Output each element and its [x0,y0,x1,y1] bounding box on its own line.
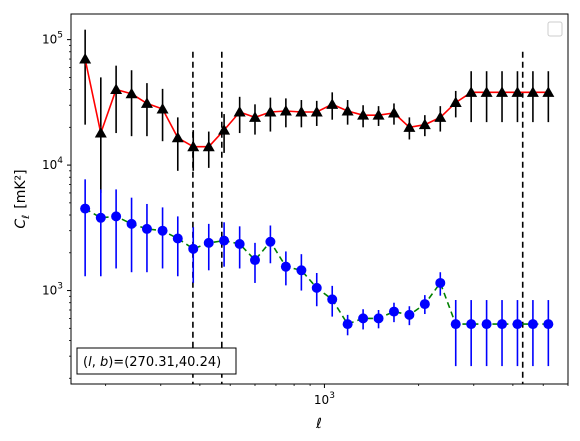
y-tick-label: 104 [42,156,63,172]
data-point [357,109,370,120]
data-point [218,124,231,135]
data-point [156,102,169,114]
y-axis-label: Cℓ[mK²] [13,169,32,228]
series-0 [79,29,555,193]
data-point [171,131,184,143]
data-point [94,127,107,138]
data-point [543,319,554,330]
data-point [327,294,338,305]
data-point [125,87,138,99]
data-point [419,299,430,310]
data-point [248,111,261,122]
data-point [341,104,354,116]
data-point [219,235,230,246]
data-point [466,319,477,330]
data-point [434,111,447,122]
data-point [296,265,307,276]
axis-ticks: 103 104 105 103 [42,31,569,407]
data-point [233,105,246,117]
annotation-frame [76,347,237,375]
data-point [295,105,308,117]
data-point [342,319,353,330]
x-axis-label: ℓ [315,416,322,432]
data-point [435,277,446,288]
data-point [497,319,508,330]
data-point [111,211,122,222]
plot-background [71,14,568,384]
data-point [387,107,400,118]
data-point [280,261,291,272]
series-1 [80,179,554,367]
data-point [310,105,323,117]
data-point [372,109,385,120]
data-point [358,313,369,324]
data-point [512,319,523,330]
data-point [449,96,462,108]
data-point [79,53,92,64]
vertical-reference-lines [192,51,524,384]
data-point [110,83,123,95]
data-point [279,104,292,116]
data-point [480,86,493,97]
data-point [388,306,399,317]
data-point [188,243,199,254]
data-point [141,223,152,234]
data-point [311,282,322,293]
data-series [79,29,555,367]
data-point [496,86,509,97]
data-point [465,86,478,97]
data-point [542,86,555,97]
data-point [450,319,461,330]
data-point [418,118,431,130]
data-point [157,225,168,236]
data-point [172,233,183,244]
y-tick-label: 103 [42,282,63,298]
data-point [527,319,538,330]
data-point [265,236,276,247]
annotation-text: (l, b)=(270.31,40.24) [83,355,221,370]
data-point [140,97,153,108]
data-point [404,309,415,320]
data-point [481,319,492,330]
data-point [403,121,416,132]
data-point [373,313,384,324]
data-point [202,140,215,152]
data-point [80,203,91,214]
data-point [187,140,200,152]
data-point [95,212,106,223]
y-tick-label: 105 [42,31,63,47]
data-point [326,98,339,109]
legend-box [547,21,563,37]
data-point [203,237,214,248]
plot-frame [70,13,569,385]
data-point [234,238,245,249]
data-point [126,218,137,229]
x-tick-label: 103 [314,391,335,407]
annotation-box: (l, b)=(270.31,40.24) [76,347,237,375]
data-point [249,255,260,266]
data-point [264,105,277,117]
data-point [511,86,524,97]
data-point [526,86,539,97]
